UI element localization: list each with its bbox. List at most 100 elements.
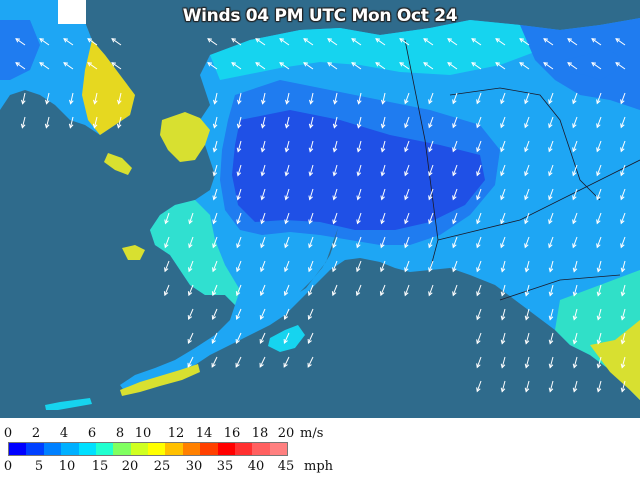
wind-arrow-head — [452, 195, 457, 201]
wind-arrow — [236, 284, 242, 296]
wind-arrow-head — [524, 99, 529, 105]
wind-arrow — [428, 284, 434, 296]
wind-arrow-head — [207, 38, 213, 43]
ms-tick: 18 — [251, 426, 269, 441]
wind-arrow — [500, 116, 506, 128]
color-scale-swatch — [78, 443, 96, 455]
wind-arrow-head — [428, 123, 433, 129]
wind-arrow-head — [567, 62, 573, 67]
wind-arrow — [45, 116, 50, 128]
wind-arrow-head — [283, 291, 289, 297]
wind-arrow — [214, 92, 218, 104]
wind-arrow — [501, 356, 506, 368]
wind-arrow — [404, 284, 410, 296]
wind-arrow — [548, 140, 554, 152]
wind-arrow-head — [471, 38, 477, 43]
wind-arrow-head — [404, 219, 409, 225]
wind-arrow — [187, 356, 194, 368]
wind-arrow — [357, 116, 362, 128]
wind-arrow — [188, 284, 194, 296]
wind-arrow — [164, 284, 170, 296]
mph-unit: mph — [304, 459, 334, 474]
wind-arrow-head — [375, 62, 381, 67]
wind-arrow-head — [495, 38, 501, 43]
wind-arrow — [212, 308, 218, 320]
wind-arrow — [543, 62, 554, 70]
wind-arrow-head — [404, 243, 409, 249]
wind-arrow-head — [596, 363, 602, 369]
wind-arrow — [231, 38, 242, 46]
wind-arrow-head — [524, 147, 529, 153]
wind-arrow-head — [548, 171, 553, 177]
wind-arrow-head — [476, 291, 481, 297]
wind-arrow-head — [591, 38, 597, 43]
wind-arrow-head — [356, 219, 361, 225]
wind-arrow — [283, 356, 290, 368]
wind-arrow — [165, 212, 170, 224]
wind-arrow — [70, 92, 74, 104]
wind-arrow-head — [187, 338, 192, 344]
wind-arrow-head — [351, 38, 357, 43]
wind-arrow — [238, 92, 242, 104]
wind-arrow-head — [92, 123, 98, 129]
wind-arrow-head — [235, 362, 240, 368]
wind-arrow — [357, 188, 362, 200]
color-scale-swatch — [234, 443, 253, 455]
wind-arrow — [284, 236, 290, 248]
wind-arrow-head — [236, 243, 241, 249]
wind-arrow — [211, 356, 218, 368]
wind-arrow-head — [87, 62, 93, 67]
map-title: Winds 04 PM UTC Mon Oct 24 — [182, 6, 458, 26]
wind-arrow — [476, 332, 482, 344]
wind-arrow — [285, 212, 290, 224]
wind-arrow — [524, 236, 530, 248]
wind-arrow-head — [620, 195, 625, 201]
color-scale-swatch — [130, 443, 148, 455]
color-scale-swatch — [61, 443, 79, 455]
wind-arrow — [404, 140, 410, 152]
wind-arrow-head — [260, 147, 266, 153]
wind-arrow — [573, 284, 578, 296]
wind-arrow-head — [500, 291, 506, 297]
wind-arrow-head — [260, 171, 266, 177]
wind-arrow-head — [476, 267, 481, 273]
wind-arrow — [543, 38, 554, 46]
wind-arrow — [333, 116, 338, 128]
wind-arrow — [358, 92, 362, 104]
wind-arrow-head — [404, 195, 409, 201]
wind-arrow-head — [428, 147, 433, 153]
wind-arrow-head — [357, 99, 362, 105]
wind-arrow — [279, 62, 290, 70]
wind-arrow — [471, 62, 482, 70]
wind-arrow — [621, 284, 626, 296]
wind-arrow-head — [500, 387, 506, 393]
wind-arrow-head — [452, 123, 457, 129]
wind-arrow-head — [356, 123, 362, 129]
wind-arrow — [452, 164, 458, 176]
southwest-windy — [150, 200, 240, 305]
wind-arrow-head — [500, 99, 505, 105]
wind-arrow-head — [212, 123, 218, 129]
wind-arrow — [261, 116, 266, 128]
wind-arrow — [404, 236, 410, 248]
wind-arrow-head — [235, 291, 241, 297]
wind-arrow-head — [331, 291, 337, 297]
wind-arrow — [235, 332, 242, 344]
wind-arrow-head — [476, 171, 481, 177]
wind-arrow — [620, 164, 626, 176]
wind-arrow-head — [524, 339, 530, 345]
wind-arrow — [596, 92, 602, 104]
wind-arrow-head — [404, 147, 409, 153]
wind-arrow-head — [620, 147, 625, 153]
wind-arrow — [620, 116, 626, 128]
wind-arrow — [284, 308, 290, 320]
wind-arrow — [307, 332, 314, 344]
wind-arrow-head — [308, 123, 314, 129]
wind-arrow — [380, 260, 386, 272]
wind-arrow-head — [356, 147, 362, 153]
wind-arrow-head — [500, 315, 506, 321]
wind-arrow — [572, 164, 578, 176]
wind-arrow — [476, 188, 482, 200]
mph-tick: 5 — [34, 459, 44, 474]
wind-arrow — [621, 260, 626, 272]
